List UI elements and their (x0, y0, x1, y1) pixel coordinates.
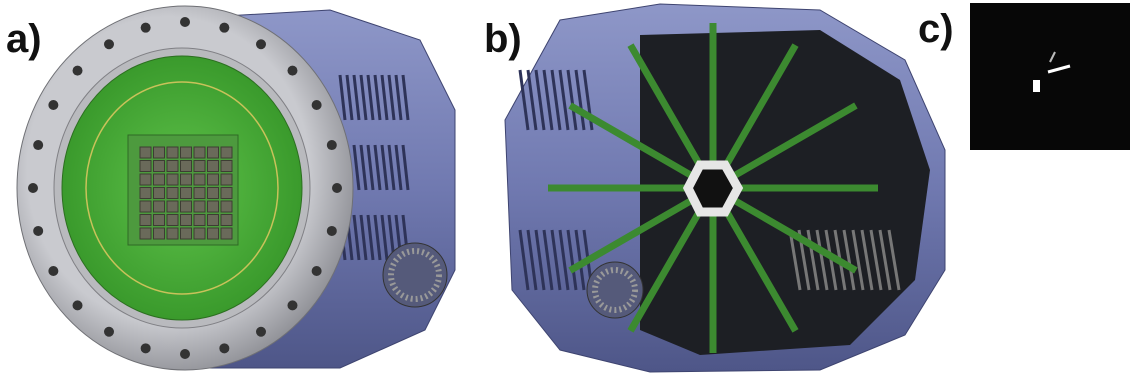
page: a) b) c) (() => { const data = JSON.pars… (0, 0, 1133, 381)
chip (154, 228, 165, 239)
chip (181, 215, 192, 226)
bolt (180, 349, 190, 359)
chip (167, 147, 178, 158)
hit (1033, 80, 1040, 92)
bolt (327, 140, 337, 150)
chip (140, 215, 151, 226)
bolt (73, 300, 83, 310)
chip (154, 161, 165, 172)
detector-frame (970, 3, 1130, 150)
chip (194, 201, 205, 212)
chip (167, 215, 178, 226)
chip (194, 188, 205, 199)
chip (221, 228, 232, 239)
chip (167, 228, 178, 239)
chip (181, 188, 192, 199)
chip (208, 228, 219, 239)
chip (140, 161, 151, 172)
chip (208, 161, 219, 172)
chip (140, 228, 151, 239)
panel-b: b) (484, 4, 945, 372)
bolt (141, 343, 151, 353)
bolt (104, 39, 114, 49)
chip (181, 161, 192, 172)
chip (208, 201, 219, 212)
bolt (287, 300, 297, 310)
bolt (312, 100, 322, 110)
hub (688, 165, 738, 212)
bolt (332, 183, 342, 193)
panel-a: a) (6, 6, 455, 370)
bolt (287, 66, 297, 76)
chip (181, 147, 192, 158)
chip (154, 147, 165, 158)
chip (194, 147, 205, 158)
chip (194, 174, 205, 185)
chip (167, 188, 178, 199)
chip (221, 174, 232, 185)
panel-label: a) (6, 17, 42, 61)
chip (221, 188, 232, 199)
chip (181, 174, 192, 185)
sensor-array (140, 147, 232, 239)
bolt (28, 183, 38, 193)
chip (154, 215, 165, 226)
bolt (141, 23, 151, 33)
chip (221, 161, 232, 172)
bolt (104, 327, 114, 337)
chip (208, 147, 219, 158)
bolt (256, 39, 266, 49)
panel-label: b) (484, 17, 522, 61)
chip (140, 188, 151, 199)
figure: a) b) c) (0, 0, 1133, 381)
chip (194, 215, 205, 226)
bolt (33, 140, 43, 150)
chip (140, 174, 151, 185)
chip (154, 174, 165, 185)
chip (167, 161, 178, 172)
bolt (312, 266, 322, 276)
bolt (256, 327, 266, 337)
chip (194, 228, 205, 239)
chip (154, 188, 165, 199)
chip (221, 215, 232, 226)
bolt (219, 23, 229, 33)
panel-label: c) (918, 7, 954, 51)
chip (167, 174, 178, 185)
chip (167, 201, 178, 212)
chip (208, 188, 219, 199)
bolt (33, 226, 43, 236)
bolt (48, 266, 58, 276)
chip (208, 215, 219, 226)
bolt (327, 226, 337, 236)
bolt (48, 100, 58, 110)
chip (181, 201, 192, 212)
bolt (73, 66, 83, 76)
chip (208, 174, 219, 185)
chip (194, 161, 205, 172)
chip (221, 147, 232, 158)
bolt (180, 17, 190, 27)
chip (181, 228, 192, 239)
chip (140, 201, 151, 212)
bolt (219, 343, 229, 353)
panel-c: c) (918, 3, 1130, 150)
chip (154, 201, 165, 212)
chip (221, 201, 232, 212)
chip (140, 147, 151, 158)
